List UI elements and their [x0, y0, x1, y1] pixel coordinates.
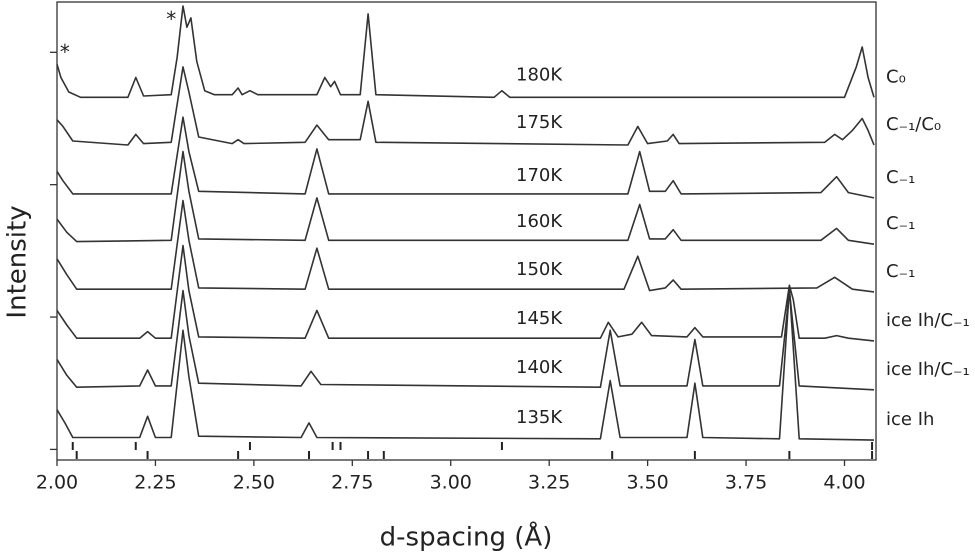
x-tick-label: 3.75 — [725, 472, 767, 494]
phase-label: ice Ih/C₋₁ — [886, 359, 970, 380]
pattern-line — [56, 287, 875, 441]
pattern-line — [56, 150, 875, 245]
annotation: * — [60, 40, 70, 64]
series-label: 160K — [516, 211, 563, 232]
phase-label: C₋₁ — [886, 167, 915, 188]
pattern-line — [56, 289, 875, 391]
x-tick-label: 2.00 — [36, 472, 78, 494]
phase-label: ice Ih/C₋₁ — [886, 310, 970, 331]
phase-label: ice Ih — [886, 409, 934, 430]
pattern-line — [56, 5, 875, 99]
series-label: 145K — [516, 308, 563, 329]
pattern-line — [56, 199, 875, 293]
plot-frame — [56, 1, 877, 461]
phase-label: C₀ — [886, 66, 906, 87]
x-tick-label: 2.50 — [233, 472, 275, 494]
series-label: 135K — [516, 407, 563, 428]
x-tick-label: 2.75 — [331, 472, 373, 494]
y-axis-label: Intensity — [3, 205, 33, 318]
x-tick-label: 3.25 — [528, 472, 570, 494]
x-tick-label: 3.50 — [626, 472, 668, 494]
annotation: * — [166, 7, 176, 31]
pattern-line — [56, 244, 875, 342]
phase-label: C₋₁ — [886, 213, 915, 234]
pattern-line — [56, 66, 875, 146]
x-axis-label: d-spacing (Å) — [380, 521, 553, 553]
series-label: 140K — [516, 357, 563, 378]
x-tick-label: 2.25 — [134, 472, 176, 494]
pattern-line — [56, 116, 875, 199]
phase-label: C₋₁ — [886, 261, 915, 282]
series-label: 180K — [516, 64, 563, 85]
series-label: 170K — [516, 165, 563, 186]
x-tick-label: 4.00 — [823, 472, 865, 494]
phase-label: C₋₁/C₀ — [886, 114, 941, 135]
series-label: 150K — [516, 259, 563, 280]
series-label: 175K — [516, 112, 563, 133]
x-tick-label: 3.00 — [430, 472, 472, 494]
